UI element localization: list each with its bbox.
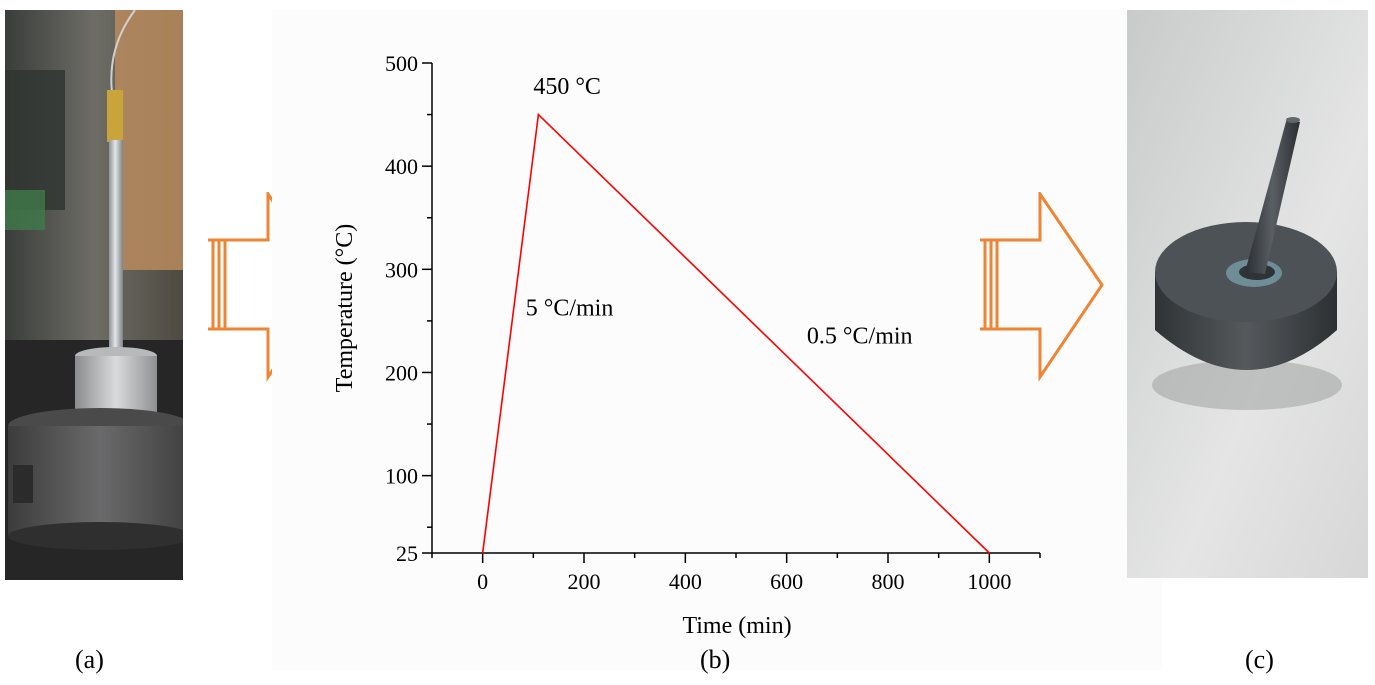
crucible-setup-photo	[5, 10, 183, 580]
y-axis-label: Temperature (°C)	[332, 224, 358, 393]
annotation-label: 0.5 °C/min	[807, 324, 913, 350]
series-line	[481, 112, 990, 554]
caption-c: (c)	[1245, 645, 1274, 674]
solidified-sample-photo	[1127, 10, 1368, 578]
x-tick-label: 400	[669, 569, 702, 594]
x-axis-label: Time (min)	[682, 613, 791, 639]
caption-b: (b)	[700, 645, 731, 674]
annotation-label: 450 °C	[533, 74, 601, 100]
series-point	[481, 552, 484, 554]
right-arrow-icon-right	[975, 189, 1107, 387]
x-tick-label: 800	[872, 569, 905, 594]
caption-a: (a)	[75, 645, 104, 674]
temperature-chart: 0 200 400 600 800 1000 25 100 200 300 400 500 450 °…	[332, 51, 1041, 639]
solidified-sample-icon	[1127, 10, 1368, 578]
y-tick-label: 200	[385, 360, 418, 385]
series-point	[988, 552, 991, 554]
y-tick-label: 400	[385, 154, 418, 179]
x-tick-label: 0	[477, 569, 488, 594]
x-tick-label: 600	[770, 569, 803, 594]
series-point	[537, 113, 540, 116]
y-tick-label: 100	[385, 464, 418, 489]
crucible-setup-icon	[5, 10, 183, 580]
x-tick-label: 1000	[967, 569, 1011, 594]
temperature-chart-panel: 0 200 400 600 800 1000 25 100 200 300 400 500 450 °…	[272, 10, 1162, 670]
y-tick-label: 500	[385, 51, 418, 76]
x-tick-label: 200	[568, 569, 601, 594]
y-tick-label: 25	[396, 541, 418, 566]
annotation-label: 5 °C/min	[526, 296, 614, 322]
y-tick-label: 300	[385, 257, 418, 282]
